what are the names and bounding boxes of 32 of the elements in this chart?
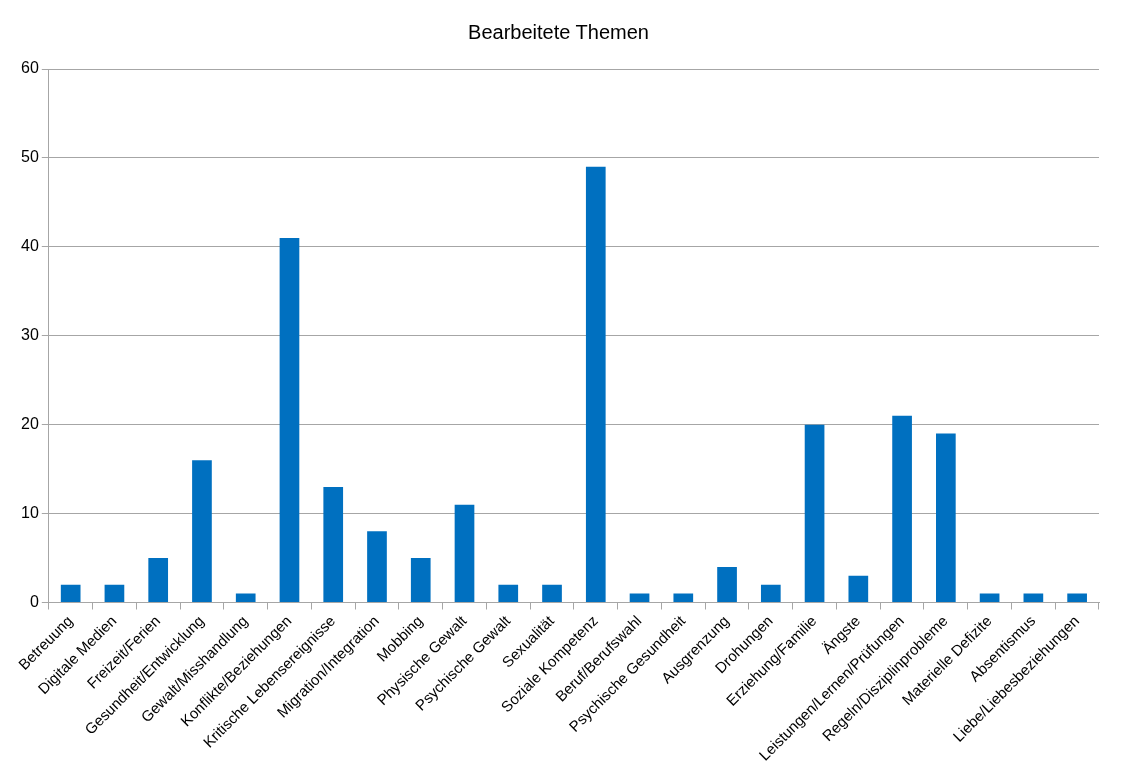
bar xyxy=(104,584,125,603)
bar xyxy=(542,584,562,603)
bar xyxy=(367,531,387,603)
bar xyxy=(410,558,431,603)
bar xyxy=(760,584,781,603)
bar xyxy=(323,486,344,603)
y-tick-label: 30 xyxy=(21,326,39,344)
bar xyxy=(1023,593,1044,603)
bar xyxy=(585,166,606,603)
bar xyxy=(60,584,81,603)
bar xyxy=(979,593,1000,603)
bar xyxy=(673,593,694,603)
y-tick-label: 10 xyxy=(21,503,39,521)
bar xyxy=(848,575,869,603)
bar xyxy=(498,584,519,603)
y-tick-label: 0 xyxy=(29,592,39,610)
bar xyxy=(629,593,650,603)
bar xyxy=(717,566,737,603)
bar xyxy=(454,504,475,603)
y-tick-label: 50 xyxy=(21,148,39,166)
y-tick-label: 20 xyxy=(21,415,39,433)
bar xyxy=(936,433,956,603)
bar xyxy=(1067,593,1087,603)
bar xyxy=(192,460,212,603)
bar xyxy=(148,558,169,603)
y-tick-label: 60 xyxy=(21,59,39,77)
bar xyxy=(235,593,256,603)
y-tick-label: 40 xyxy=(21,237,39,255)
bar xyxy=(279,237,300,603)
bar xyxy=(804,424,825,603)
chart-title: Bearbeitete Themen xyxy=(468,20,649,43)
bar xyxy=(892,415,912,603)
